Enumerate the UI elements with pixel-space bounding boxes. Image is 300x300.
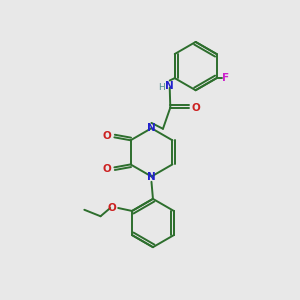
Text: F: F (222, 73, 230, 83)
Text: N: N (147, 172, 156, 182)
Text: N: N (165, 81, 174, 91)
Text: O: O (192, 103, 200, 112)
Text: O: O (103, 131, 111, 141)
Text: N: N (147, 123, 156, 133)
Text: H: H (158, 83, 165, 92)
Text: O: O (107, 203, 116, 213)
Text: O: O (103, 164, 111, 174)
